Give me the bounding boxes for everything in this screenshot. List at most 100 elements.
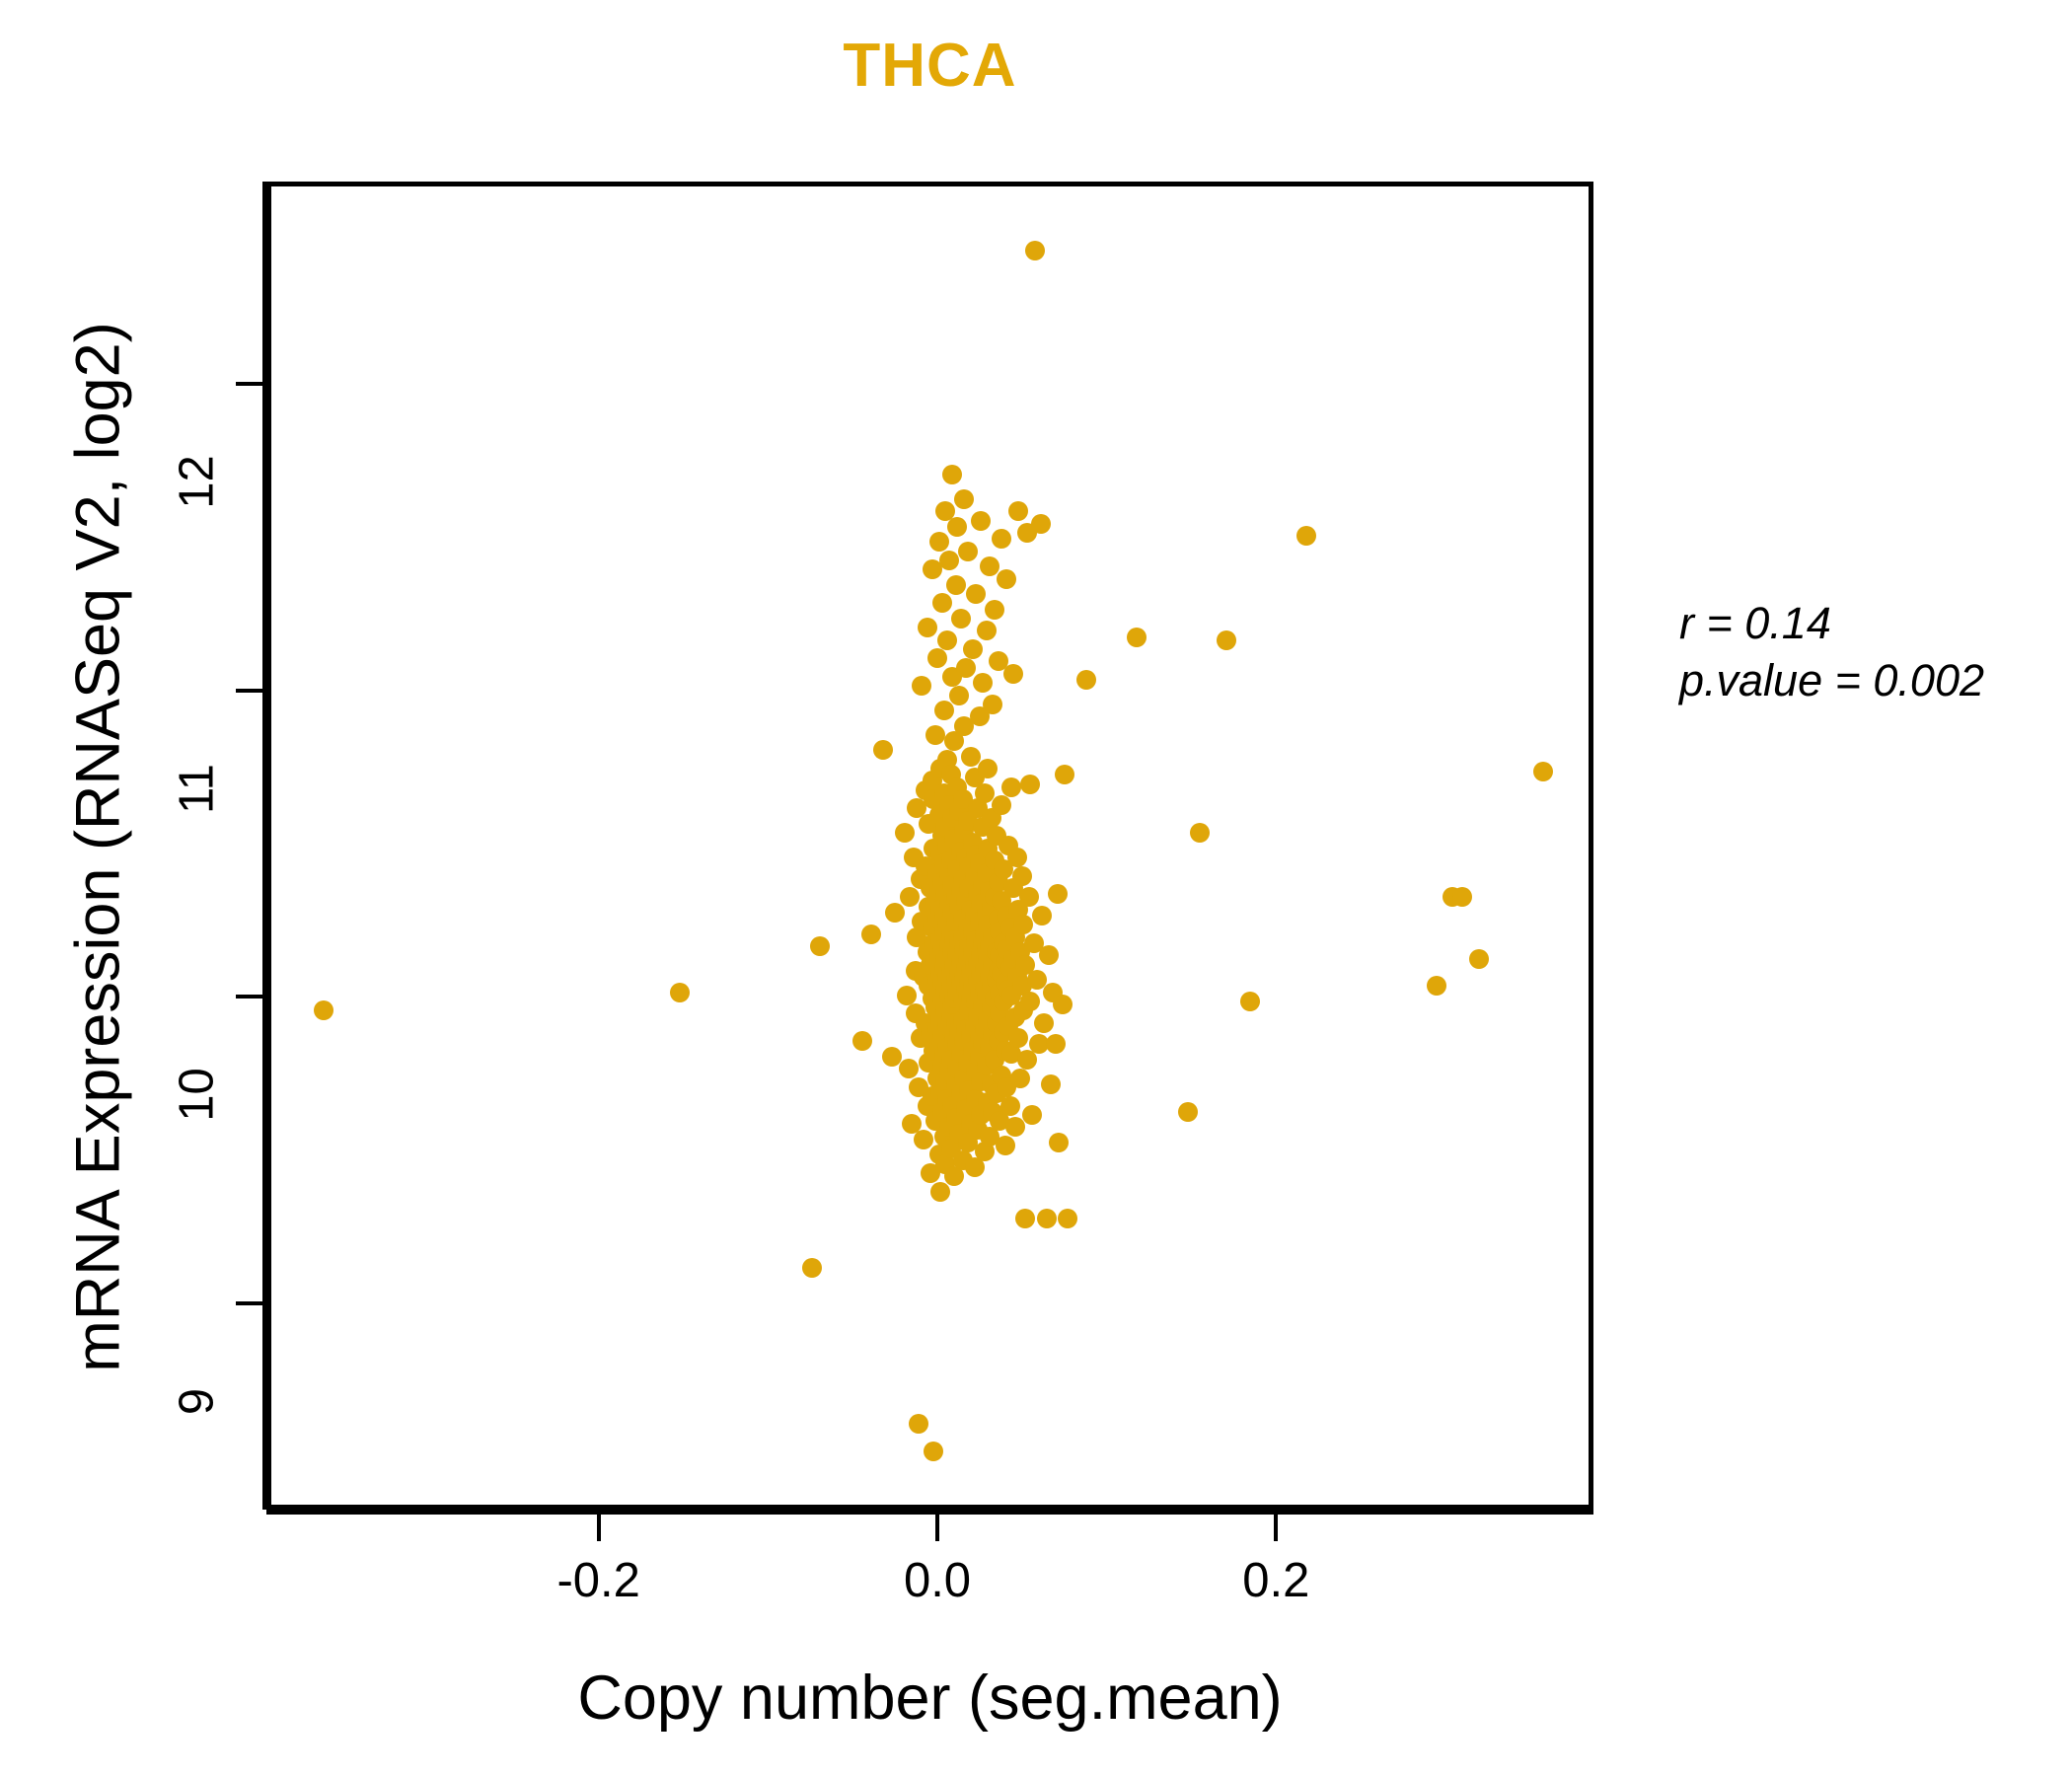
scatter-point — [974, 1142, 995, 1162]
y-axis-tick — [236, 688, 262, 693]
scatter-point — [1296, 526, 1317, 547]
scatter-point — [1023, 933, 1044, 953]
scatter-point — [993, 859, 1013, 880]
scatter-point — [1001, 1043, 1022, 1064]
scatter-point — [1025, 241, 1046, 261]
scatter-point — [1217, 629, 1237, 650]
scatter-point — [801, 1258, 822, 1279]
y-axis-tick — [236, 1300, 262, 1305]
scatter-point — [1040, 1073, 1061, 1094]
scatter-point — [937, 629, 958, 650]
scatter-point — [952, 789, 973, 810]
scatter-point — [995, 1135, 1015, 1155]
scatter-point — [964, 1156, 985, 1177]
scatter-point — [669, 982, 690, 1002]
scatter-point — [997, 568, 1017, 589]
scatter-point — [895, 823, 916, 844]
scatter-point — [1020, 992, 1041, 1011]
scatter-point — [1004, 1117, 1025, 1138]
scatter-points-layer — [271, 186, 1589, 1505]
scatter-point — [1013, 915, 1034, 935]
scatter-point — [1008, 501, 1029, 522]
scatter-point — [1030, 513, 1051, 534]
scatter-point — [924, 1442, 944, 1462]
stats-annotation: r = 0.14 p.value = 0.002 — [1679, 595, 1984, 708]
scatter-point — [872, 740, 893, 761]
scatter-point — [900, 887, 921, 908]
scatter-point — [1008, 1028, 1029, 1049]
y-axis-tick-label: 9 — [170, 1387, 224, 1415]
x-axis-title: Copy number (seg.mean) — [577, 1664, 1283, 1733]
scatter-point — [1046, 1034, 1066, 1055]
scatter-point — [992, 529, 1012, 550]
scatter-point — [978, 759, 999, 779]
scatter-point — [973, 673, 994, 694]
scatter-point — [1052, 995, 1073, 1015]
scatter-point — [1127, 627, 1147, 647]
scatter-point — [902, 1114, 923, 1135]
scatter-point — [852, 1031, 873, 1052]
scatter-point — [988, 651, 1008, 672]
scatter-point — [999, 1095, 1020, 1116]
scatter-point — [954, 715, 975, 736]
scatter-point — [907, 798, 927, 819]
pvalue-value: p.value = 0.002 — [1679, 654, 1985, 705]
scatter-point — [1189, 823, 1210, 844]
scatter-point — [980, 556, 1000, 577]
scatter-point — [980, 1126, 1000, 1147]
scatter-point — [914, 1129, 934, 1149]
y-axis-title: mRNA Expression (RNASeq V2, log2) — [63, 322, 133, 1372]
x-axis-tick — [596, 1515, 601, 1541]
scatter-point — [810, 936, 831, 957]
scatter-point — [884, 902, 905, 923]
x-axis-tick — [935, 1515, 939, 1541]
scatter-point — [1032, 906, 1053, 926]
scatter-point — [896, 985, 917, 1005]
scatter-point — [881, 1046, 902, 1067]
scatter-point — [920, 1162, 940, 1183]
scatter-point — [314, 1000, 334, 1021]
scatter-point — [917, 618, 937, 638]
y-axis-line — [262, 182, 267, 1510]
scatter-point — [1240, 992, 1261, 1011]
y-axis-tick-label: 12 — [170, 455, 224, 509]
x-axis-tick-label: -0.2 — [556, 1554, 640, 1607]
y-axis-tick-label: 11 — [170, 763, 224, 814]
scatter-point — [971, 510, 992, 531]
scatter-point — [985, 599, 1005, 620]
scatter-point — [947, 516, 968, 537]
scatter-point — [949, 685, 970, 705]
scatter-point — [1015, 1209, 1036, 1229]
x-axis-line — [266, 1510, 1593, 1515]
scatter-point — [974, 782, 995, 803]
correlation-value: r = 0.14 — [1679, 598, 1831, 648]
scatter-point — [1028, 1034, 1049, 1055]
x-axis-tick-label: 0.2 — [1242, 1554, 1310, 1607]
scatter-point — [1003, 663, 1024, 684]
scatter-point — [956, 657, 977, 678]
scatter-point — [1027, 970, 1048, 991]
scatter-point — [1033, 1012, 1054, 1033]
scatter-point — [1011, 976, 1032, 997]
scatter-point — [976, 621, 997, 641]
x-axis-tick-label: 0.0 — [903, 1554, 972, 1607]
scatter-point — [1009, 1068, 1030, 1088]
scatter-point — [945, 574, 966, 595]
scatter-point — [1451, 887, 1472, 908]
scatter-point — [937, 749, 958, 770]
scatter-point — [912, 676, 932, 697]
scatter-point — [944, 1165, 964, 1186]
scatter-point — [907, 926, 927, 947]
scatter-point — [1037, 1209, 1058, 1229]
scatter-point — [1075, 669, 1096, 690]
scatter-point — [1047, 884, 1068, 905]
scatter-point — [961, 746, 982, 767]
y-axis-tick-label: 10 — [170, 1068, 224, 1122]
scatter-point — [1058, 1209, 1078, 1229]
scatter-point — [983, 694, 1003, 714]
scatter-point — [1006, 848, 1027, 868]
x-axis-tick — [1274, 1515, 1279, 1541]
page-title: THCA — [843, 32, 1017, 100]
scatter-point — [1049, 1132, 1070, 1152]
